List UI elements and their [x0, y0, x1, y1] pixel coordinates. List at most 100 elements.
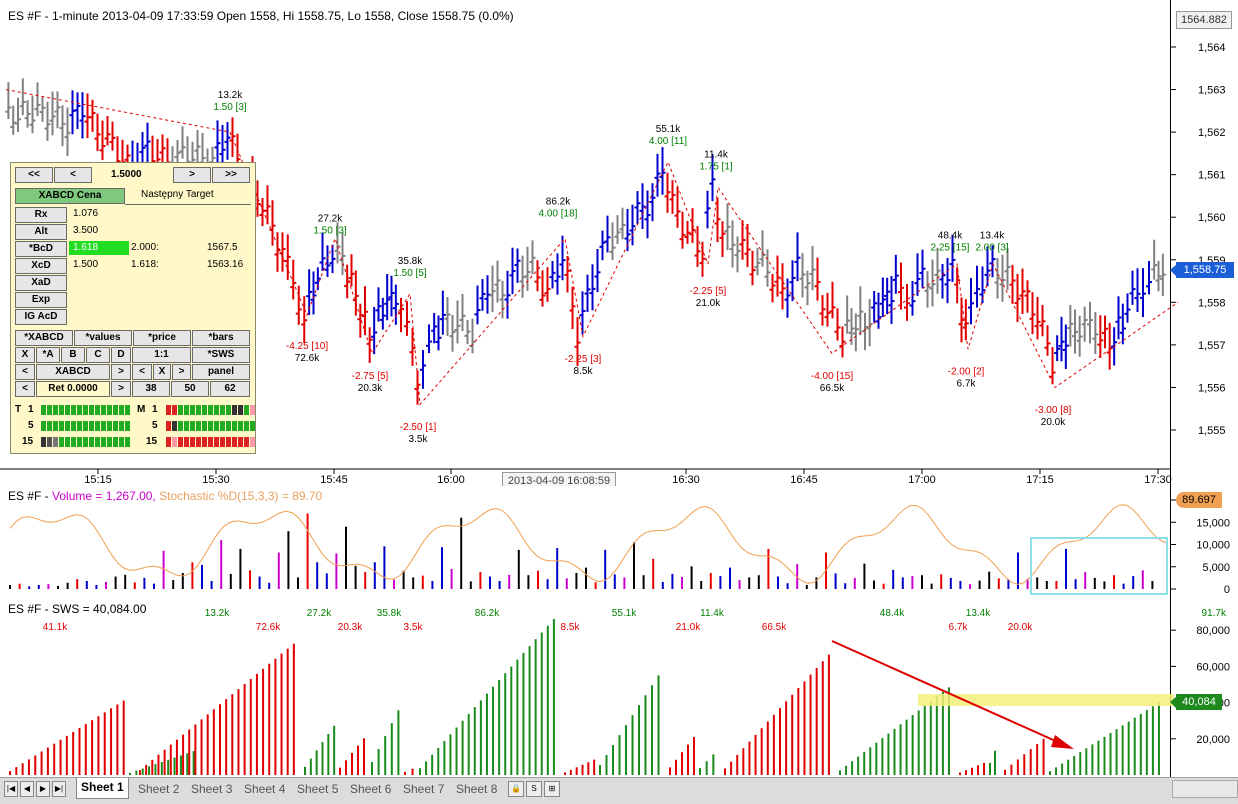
- first-button[interactable]: <<: [15, 167, 53, 183]
- tab-sheet-7[interactable]: Sheet 7: [403, 782, 445, 796]
- ratio-toggle[interactable]: 1:1: [132, 347, 191, 363]
- last-button[interactable]: >>: [212, 167, 250, 183]
- a-toggle[interactable]: *A: [36, 347, 60, 363]
- signal-led: [95, 437, 100, 447]
- tab-sheet-5[interactable]: Sheet 5: [297, 782, 339, 796]
- signal-led: [119, 405, 124, 415]
- tab-sheet-3[interactable]: Sheet 3: [191, 782, 233, 796]
- target-price: 1567.5: [207, 242, 238, 253]
- x-toggle[interactable]: X: [15, 347, 35, 363]
- signal-led: [65, 421, 70, 431]
- sws-wave-label: 66.5k: [762, 622, 787, 633]
- prev-sheet-button[interactable]: ◀: [20, 781, 34, 797]
- sort-icon[interactable]: S: [526, 781, 542, 797]
- trend-row-1-label: 1: [28, 404, 34, 415]
- xabcd-toggle[interactable]: *XABCD: [15, 330, 73, 346]
- values-toggle[interactable]: *values: [74, 330, 132, 346]
- momentum-row-15-label: 15: [146, 436, 158, 447]
- panel-row-value: 1.500: [73, 259, 99, 270]
- sheet-tab-bar: |◀ ◀ ▶ ▶| Sheet 1 Sheet 2 Sheet 3 Sheet …: [0, 777, 1238, 804]
- signal-led: [190, 437, 195, 447]
- signal-led: [166, 437, 171, 447]
- xabcd-control-panel[interactable]: << < 1.5000 > >> XABCD Cena Następny Tar…: [10, 162, 256, 454]
- xabcd-next-button[interactable]: >: [111, 364, 131, 380]
- last-price-box: 1,558.75: [1176, 262, 1234, 278]
- signal-led: [125, 421, 130, 431]
- target-ratio: 2.000:: [131, 242, 159, 253]
- trend-arrow-head: [1051, 735, 1074, 749]
- expand-icon[interactable]: ⊞: [544, 781, 560, 797]
- c-toggle[interactable]: C: [86, 347, 110, 363]
- ret-62-button[interactable]: 62: [210, 381, 250, 397]
- tab-next-target[interactable]: Następny Target: [141, 189, 214, 200]
- xabcd-prev-button[interactable]: <: [15, 364, 35, 380]
- bars-toggle[interactable]: *bars: [192, 330, 250, 346]
- tab-sheet-1[interactable]: Sheet 1: [76, 778, 129, 799]
- target-price: 1563.16: [207, 259, 244, 270]
- sws-toggle[interactable]: *SWS: [192, 347, 250, 363]
- tab-xabcd-price[interactable]: XABCD Cena: [15, 188, 125, 204]
- price-chart[interactable]: 1,5641,5631,5621,5611,5601,5591,5581,557…: [0, 0, 1238, 486]
- y-tick-label: 20,000: [1196, 734, 1230, 746]
- signal-led: [196, 405, 201, 415]
- ret-next-button[interactable]: >: [111, 381, 131, 397]
- sws-chart[interactable]: 80,00060,00040,00020,00091.7k41.1k13.2k7…: [0, 597, 1238, 777]
- signal-led: [190, 405, 195, 415]
- panel-row-label[interactable]: Alt: [15, 224, 67, 240]
- first-sheet-button[interactable]: |◀: [4, 781, 18, 797]
- tab-sheet-6[interactable]: Sheet 6: [350, 782, 392, 796]
- swing-move-label: 1.50 [3]: [313, 225, 347, 236]
- signal-led: [238, 405, 243, 415]
- y-tick-label: 1,563: [1198, 85, 1226, 97]
- d-toggle[interactable]: D: [111, 347, 131, 363]
- next-sheet-button[interactable]: ▶: [36, 781, 50, 797]
- ret-50-button[interactable]: 50: [171, 381, 209, 397]
- ret-38-button[interactable]: 38: [132, 381, 170, 397]
- momentum-label: M: [137, 404, 146, 415]
- panel-row-label[interactable]: XcD: [15, 258, 67, 274]
- price-toggle[interactable]: *price: [133, 330, 191, 346]
- sws-pane[interactable]: ES #F - SWS = 40,084.00 80,00060,00040,0…: [0, 597, 1238, 777]
- ret-prev-button[interactable]: <: [15, 381, 35, 397]
- sws-wave-label: 20.0k: [1008, 622, 1033, 633]
- swing-move-label: -2.25 [3]: [565, 354, 602, 365]
- volume-pane[interactable]: ES #F - Volume = 1,267.00, Stochastic %D…: [0, 486, 1238, 597]
- xabcd-label[interactable]: XABCD: [36, 364, 110, 380]
- panel-row-label[interactable]: IG AcD: [15, 309, 67, 325]
- price-pane[interactable]: ES #F - 1-minute 2013-04-09 17:33:59 Ope…: [0, 0, 1238, 490]
- panel-button[interactable]: panel: [192, 364, 250, 380]
- last-sheet-button[interactable]: ▶|: [52, 781, 66, 797]
- swing-move-label: 1.75 [1]: [699, 162, 733, 173]
- swing-volume-label: 20.0k: [1041, 417, 1066, 428]
- x-tick-label: 15:15: [84, 474, 112, 486]
- signal-led: [65, 437, 70, 447]
- sws-wave-label: 21.0k: [676, 622, 701, 633]
- signal-led: [41, 405, 46, 415]
- signal-led: [178, 437, 183, 447]
- sws-wave-label: 35.8k: [377, 608, 402, 619]
- tab-sheet-2[interactable]: Sheet 2: [138, 782, 180, 796]
- tab-sheet-4[interactable]: Sheet 4: [244, 782, 286, 796]
- signal-led: [59, 405, 64, 415]
- volume-chart[interactable]: 15,000 10,000 5,000 0: [0, 486, 1238, 597]
- prev-button[interactable]: <: [54, 167, 92, 183]
- signal-led: [125, 437, 130, 447]
- panel-row-label[interactable]: *BcD: [15, 241, 67, 257]
- panel-row-label[interactable]: Exp: [15, 292, 67, 308]
- momentum-row-1-label: 1: [152, 404, 158, 415]
- horizontal-scrollbar[interactable]: [1172, 780, 1238, 798]
- lock-icon[interactable]: 🔒: [508, 781, 524, 797]
- panel-row-label[interactable]: XaD: [15, 275, 67, 291]
- panel-row-label[interactable]: Rx: [15, 207, 67, 223]
- x-next-button[interactable]: >: [172, 364, 191, 380]
- x-tick-label: 17:30: [1144, 474, 1172, 486]
- y-tick-label: 1,558: [1198, 297, 1226, 309]
- panel-row-value: 3.500: [73, 225, 99, 236]
- next-button[interactable]: >: [173, 167, 211, 183]
- b-toggle[interactable]: B: [61, 347, 85, 363]
- x-prev-button[interactable]: <: [132, 364, 152, 380]
- tab-sheet-8[interactable]: Sheet 8: [456, 782, 498, 796]
- trend-row-5-label: 5: [28, 420, 34, 431]
- sws-header: ES #F - SWS = 40,084.00: [8, 602, 147, 616]
- x-label[interactable]: X: [153, 364, 171, 380]
